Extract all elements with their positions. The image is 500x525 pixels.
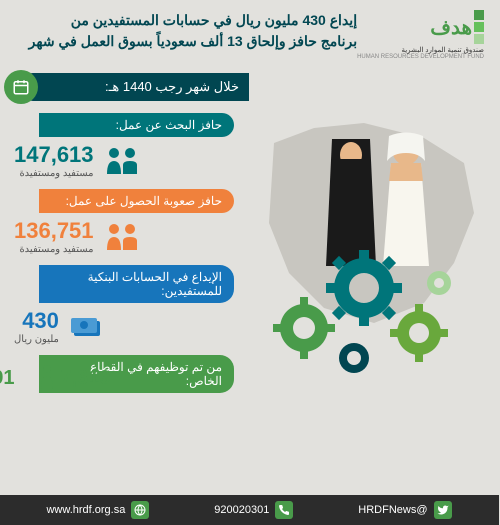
period-label: خلال شهر رجب 1440 هـ: <box>106 79 240 94</box>
card-deposit: الإيداع في الحسابات البنكية للمستفيدين: … <box>15 265 235 345</box>
female-icon <box>40 364 56 392</box>
stat-unit: مليون ريال <box>15 334 60 345</box>
header: هدف صندوق تنمية الموارد البشرية HUMAN RE… <box>0 0 500 65</box>
footer: @HRDFNews 920020301 www.hrdf.org.sa <box>0 495 500 525</box>
card-header: حافز البحث عن عمل: <box>40 113 235 137</box>
stat-unit: مستفيد ومستفيدة <box>15 168 95 179</box>
card-job-search: حافز البحث عن عمل: 147,613 مستفيد ومستفي… <box>15 113 235 179</box>
stat-unit: مستفيد ومستفيدة <box>15 244 95 255</box>
money-icon <box>70 314 106 340</box>
globe-icon <box>132 501 150 519</box>
footer-twitter: @HRDFNews <box>359 501 452 519</box>
footer-web: www.hrdf.org.sa <box>47 501 150 519</box>
people-pair-icon <box>105 146 141 176</box>
phone-icon <box>276 501 294 519</box>
footer-phone: 920020301 <box>215 501 294 519</box>
logo: هدف صندوق تنمية الموارد البشرية HUMAN RE… <box>358 10 485 60</box>
gears-icon <box>265 238 465 378</box>
card-employed: من تم توظيفهم في القطاع الخاص: 7,619 6,2… <box>15 355 235 395</box>
calendar-icon <box>5 70 39 104</box>
female-count: 7,619 <box>62 367 112 390</box>
logo-text: هدف <box>431 15 473 40</box>
stats-list: حافز البحث عن عمل: 147,613 مستفيد ومستفي… <box>15 113 235 433</box>
illustration-area <box>245 113 485 433</box>
card-header: حافز صعوبة الحصول على عمل: <box>40 189 235 213</box>
card-header: الإيداع في الحسابات البنكية للمستفيدين: <box>40 265 235 303</box>
logo-sub-ar: صندوق تنمية الموارد البشرية <box>402 46 485 54</box>
people-pair-icon <box>105 222 141 252</box>
twitter-icon <box>435 501 453 519</box>
period-banner: خلال شهر رجب 1440 هـ: <box>20 73 250 101</box>
stat-value: 147,613 <box>15 142 95 168</box>
main-title: إيداع 430 مليون ريال في حسابات المستفيدي… <box>15 10 358 52</box>
logo-sub-en: HUMAN RESOURCES DEVELOPMENT FUND <box>358 54 485 60</box>
stat-value: 430 <box>15 308 60 334</box>
card-job-difficulty: حافز صعوبة الحصول على عمل: 136,751 مستفي… <box>15 189 235 255</box>
stat-value: 136,751 <box>15 218 95 244</box>
male-count: 6,291 <box>0 367 16 390</box>
